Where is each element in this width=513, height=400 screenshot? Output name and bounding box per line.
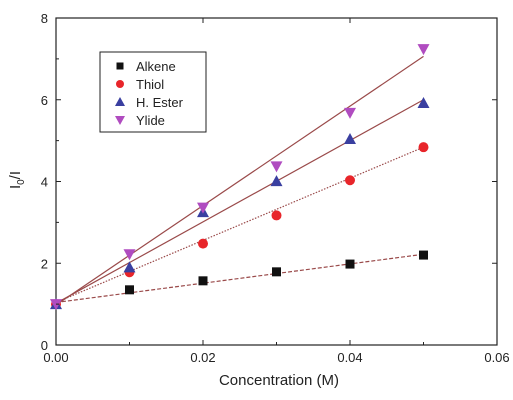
fit-line-h-ester <box>55 99 424 304</box>
data-point-h-ester <box>270 175 283 187</box>
data-point-thiol <box>198 238 208 249</box>
fit-line-thiol <box>55 146 424 304</box>
data-point-h-ester <box>417 97 430 109</box>
x-tick-label: 0.04 <box>337 350 362 365</box>
data-point-alkene <box>345 259 355 269</box>
y-tick-label: 6 <box>41 93 48 108</box>
data-point-alkene <box>198 276 208 286</box>
y-tick-label: 8 <box>41 11 48 26</box>
legend-marker-h-ester <box>115 97 125 106</box>
x-tick-label: 0.02 <box>190 350 215 365</box>
data-point-ylide <box>417 44 430 56</box>
data-point-h-ester <box>344 132 356 144</box>
data-point-alkene <box>125 285 134 295</box>
x-axis-title: Concentration (M) <box>219 372 339 389</box>
fit-line-alkene <box>55 253 424 304</box>
x-tick-label: 0.06 <box>484 350 509 365</box>
data-point-ylide <box>197 202 209 214</box>
legend-marker-ylide <box>115 116 125 125</box>
fit-lines <box>55 55 424 306</box>
fit-line-ylide <box>55 55 424 306</box>
data-point-h-ester <box>123 261 136 273</box>
y-axis-title-main: I <box>7 185 24 189</box>
y-tick-label: 0 <box>41 338 48 353</box>
data-point-ylide <box>123 249 136 261</box>
legend: Alkene Thiol H. Ester Ylide <box>99 51 207 133</box>
legend-marker-alkene <box>116 62 124 70</box>
y-axis-title-tail: /I <box>7 171 24 179</box>
data-point-thiol <box>345 175 355 186</box>
legend-label-ylide: Ylide <box>136 113 165 128</box>
legend-label-thiol: Thiol <box>136 77 164 92</box>
legend-marker-thiol <box>116 80 124 88</box>
data-point-alkene <box>272 267 281 277</box>
data-point-ylide <box>344 107 356 119</box>
data-point-thiol <box>418 142 429 153</box>
data-point-alkene <box>419 250 428 260</box>
y-axis-title-subscript: 0 <box>16 179 27 185</box>
data-point-ylide <box>270 161 283 173</box>
axes: 0.00 0.02 0.04 0.06 0 2 4 6 8 <box>41 11 510 365</box>
y-tick-label: 4 <box>41 175 48 190</box>
y-tick-label: 2 <box>41 256 48 271</box>
legend-label-h-ester: H. Ester <box>136 95 184 110</box>
y-axis-title: I0/I <box>7 171 27 189</box>
x-tick-label: 0.00 <box>43 350 68 365</box>
legend-label-alkene: Alkene <box>136 59 176 74</box>
data-point-thiol <box>271 210 282 221</box>
